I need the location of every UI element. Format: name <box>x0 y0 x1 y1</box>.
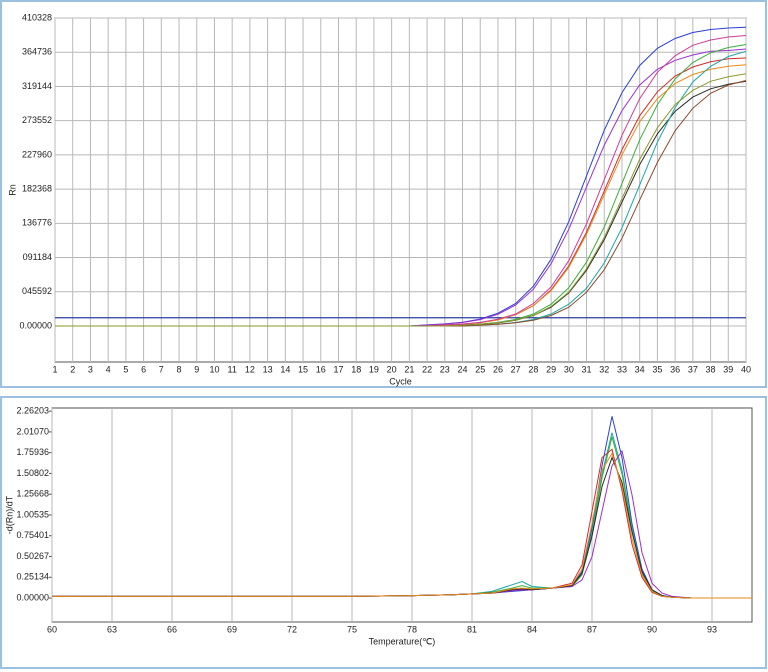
x-tick-label: 8 <box>177 364 182 374</box>
y-tick-label: 319144 <box>22 81 52 91</box>
y-tick-label: 0.25134 <box>16 572 49 582</box>
x-tick-label: 24 <box>458 364 468 374</box>
x-tick-label: 81 <box>467 624 477 634</box>
data-line <box>52 452 752 599</box>
plot-area <box>54 17 747 363</box>
x-tick-label: 15 <box>298 364 308 374</box>
y-tick-label: 364736 <box>22 47 52 57</box>
x-tick-label: 90 <box>647 624 657 634</box>
x-tick-label: 75 <box>347 624 357 634</box>
x-axis-label: Temperature(℃) <box>369 636 436 646</box>
x-tick-label: 66 <box>167 624 177 634</box>
y-axis-label: -d(Rn)/dT <box>4 495 14 534</box>
x-tick-label: 11 <box>228 364 237 374</box>
y-tick-label: 273552 <box>22 115 52 125</box>
y-tick-label: 0.00000 <box>19 320 52 330</box>
y-tick-label: 0.50267 <box>16 551 49 561</box>
x-tick-label: 5 <box>123 364 128 374</box>
y-tick-label: 1.00535 <box>16 509 49 519</box>
x-tick-label: 2 <box>70 364 75 374</box>
x-tick-label: 36 <box>670 364 680 374</box>
x-tick-label: 6 <box>141 364 146 374</box>
x-tick-label: 27 <box>511 364 521 374</box>
x-tick-label: 37 <box>688 364 698 374</box>
y-tick-label: 0.00000 <box>16 592 49 602</box>
x-tick-label: 31 <box>582 364 592 374</box>
y-tick-label: 045592 <box>22 286 52 296</box>
x-tick-label: 87 <box>587 624 597 634</box>
x-tick-label: 1 <box>52 364 57 374</box>
x-tick-label: 3 <box>88 364 93 374</box>
x-tick-label: 21 <box>404 364 414 374</box>
x-tick-label: 25 <box>475 364 485 374</box>
x-tick-label: 26 <box>493 364 503 374</box>
x-tick-label: 16 <box>316 364 326 374</box>
y-tick-label: 410328 <box>22 12 52 22</box>
x-tick-label: 38 <box>706 364 716 374</box>
x-tick-label: 22 <box>422 364 432 374</box>
x-tick-label: 93 <box>707 624 717 634</box>
y-tick-label: 2.01070 <box>16 426 49 436</box>
x-tick-label: 4 <box>106 364 111 374</box>
x-axis-label: Cycle <box>389 376 412 386</box>
x-tick-label: 60 <box>47 624 57 634</box>
x-tick-label: 78 <box>407 624 417 634</box>
plot-area <box>51 407 753 623</box>
y-tick-label: 1.25668 <box>16 489 49 499</box>
x-tick-label: 23 <box>440 364 450 374</box>
y-tick-label: 2.26203 <box>16 406 49 416</box>
data-line <box>55 73 747 327</box>
x-tick-label: 18 <box>351 364 361 374</box>
x-tick-label: 32 <box>599 364 609 374</box>
x-tick-label: 14 <box>280 364 290 374</box>
x-tick-label: 72 <box>287 624 297 634</box>
x-tick-label: 12 <box>245 364 255 374</box>
y-tick-label: 091184 <box>23 252 52 262</box>
x-tick-label: 69 <box>227 624 237 634</box>
y-tick-label: 136776 <box>22 218 52 228</box>
x-tick-label: 28 <box>528 364 538 374</box>
x-tick-label: 17 <box>333 364 343 374</box>
x-tick-label: 13 <box>263 364 273 374</box>
x-tick-label: 39 <box>723 364 733 374</box>
x-tick-label: 29 <box>546 364 556 374</box>
x-tick-label: 7 <box>159 364 164 374</box>
x-tick-label: 33 <box>617 364 627 374</box>
x-tick-label: 63 <box>107 624 117 634</box>
x-tick-label: 19 <box>369 364 379 374</box>
x-tick-label: 34 <box>635 364 645 374</box>
y-tick-label: 227960 <box>22 149 52 159</box>
y-axis-label: Rn <box>7 184 17 196</box>
x-tick-label: 10 <box>209 364 219 374</box>
y-tick-label: 1.75936 <box>16 447 49 457</box>
x-tick-label: 84 <box>527 624 537 634</box>
x-tick-label: 35 <box>652 364 662 374</box>
x-tick-label: 30 <box>564 364 574 374</box>
y-tick-label: 0.75401 <box>16 530 49 540</box>
y-tick-label: 182368 <box>22 183 52 193</box>
x-tick-label: 40 <box>741 364 751 374</box>
x-tick-label: 9 <box>194 364 199 374</box>
y-tick-label: 1.50802 <box>16 468 49 478</box>
x-tick-label: 20 <box>387 364 397 374</box>
